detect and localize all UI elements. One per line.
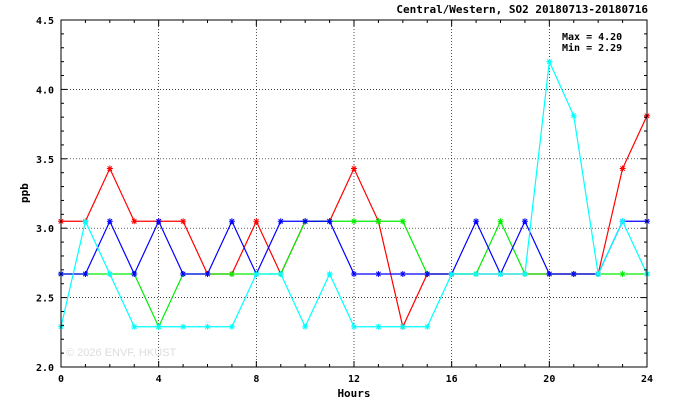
max-annotation: Max = 4.20: [562, 32, 622, 43]
data-point-marker: [473, 218, 480, 225]
data-point-marker: [546, 271, 553, 278]
data-point-marker: [473, 271, 480, 278]
data-point-marker: [277, 218, 284, 225]
data-point-marker: [277, 271, 284, 278]
x-tick-label: 8: [253, 374, 259, 385]
data-point-marker: [131, 271, 138, 278]
data-point-marker: [180, 218, 187, 225]
data-point-marker: [351, 165, 357, 172]
axis-ticks: 0 4 8 12 16 20 24 2.0 2.5 3.0 3.5 4.0 4.5: [36, 16, 653, 385]
data-point-marker: [155, 218, 162, 225]
data-point-marker: [351, 218, 357, 225]
grid: [61, 20, 647, 367]
data-point-marker: [106, 271, 113, 278]
y-tick-label: 3.0: [36, 224, 54, 235]
data-point-marker: [375, 271, 382, 278]
y-axis-label: ppb: [18, 183, 31, 203]
data-point-marker: [619, 271, 626, 278]
data-point-marker: [155, 323, 162, 330]
data-point-marker: [204, 271, 211, 278]
x-tick-label: 4: [156, 374, 162, 385]
min-annotation: Min = 2.29: [562, 42, 622, 54]
data-point-marker: [375, 323, 382, 330]
data-point-marker: [521, 271, 528, 278]
x-tick-label: 0: [58, 374, 64, 385]
data-point-marker: [351, 271, 357, 278]
y-tick-label: 2.0: [36, 363, 54, 374]
x-tick-label: 16: [446, 374, 458, 385]
data-point-marker: [326, 271, 333, 278]
data-point-marker: [375, 218, 382, 225]
data-point-marker: [351, 323, 357, 330]
y-tick-label: 3.5: [36, 155, 54, 166]
data-point-marker: [424, 323, 431, 330]
y-tick-label: 4.5: [36, 16, 54, 27]
data-point-marker: [521, 218, 528, 225]
y-tick-label: 4.0: [36, 85, 54, 96]
data-point-marker: [424, 271, 431, 278]
data-point-marker: [570, 271, 577, 278]
data-point-marker: [497, 271, 504, 278]
data-point-marker: [228, 271, 235, 278]
data-point-marker: [82, 218, 89, 225]
data-point-marker: [326, 218, 333, 225]
data-point-marker: [131, 323, 138, 330]
data-point-marker: [253, 271, 260, 278]
data-point-marker: [302, 323, 309, 330]
data-point-marker: [180, 271, 187, 278]
data-point-marker: [399, 218, 406, 225]
chart-title: Central/Western, SO2 20180713-20180716: [396, 3, 648, 16]
data-point-marker: [570, 112, 577, 119]
data-point-marker: [131, 218, 138, 225]
y-tick-label: 2.5: [36, 294, 54, 305]
data-point-marker: [399, 323, 406, 330]
data-point-marker: [302, 218, 309, 225]
data-point-marker: [497, 218, 504, 225]
x-tick-label: 12: [348, 374, 360, 385]
data-point-marker: [228, 218, 235, 225]
data-point-marker: [619, 218, 626, 225]
data-point-marker: [595, 271, 602, 278]
data-series: [58, 58, 650, 330]
watermark: © 2026 ENVF, HKUST: [66, 347, 176, 359]
data-point-marker: [448, 271, 455, 278]
data-point-marker: [82, 271, 89, 278]
x-tick-label: 20: [543, 374, 555, 385]
data-point-marker: [106, 218, 113, 225]
x-axis-label: Hours: [337, 387, 370, 400]
data-point-marker: [204, 323, 211, 330]
data-point-marker: [253, 218, 260, 225]
data-point-marker: [546, 58, 553, 65]
data-point-marker: [180, 323, 187, 330]
data-point-marker: [106, 165, 113, 172]
x-tick-label: 24: [641, 374, 653, 385]
data-point-marker: [399, 271, 406, 278]
data-point-marker: [228, 323, 235, 330]
data-point-marker: [619, 165, 626, 172]
